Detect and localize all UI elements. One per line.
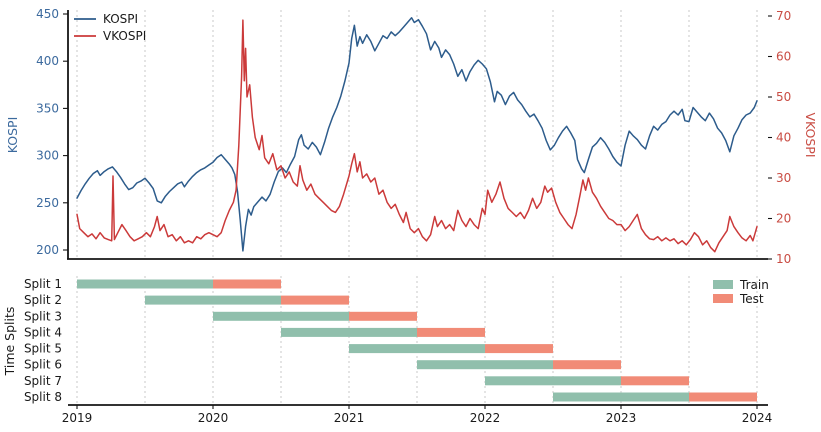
legend-vkospi-label: VKOSPI — [103, 29, 146, 43]
kospi-tick-label: 300 — [36, 149, 59, 163]
legend-train-label: Train — [739, 278, 769, 292]
bottom-chart-legend: Train Test — [713, 278, 769, 306]
legend-train-swatch — [713, 280, 733, 289]
test-bar-split-6 — [553, 360, 621, 370]
train-bar-split-6 — [417, 360, 553, 370]
train-bar-split-3 — [213, 311, 349, 321]
bottom-chart-axes — [68, 404, 768, 409]
vkospi-tick-label: 70 — [776, 9, 791, 23]
bottom-chart-gridlines — [76, 276, 758, 405]
train-bar-split-5 — [349, 344, 485, 354]
test-bar-split-4 — [417, 327, 485, 337]
kospi-tick-label: 250 — [36, 196, 59, 210]
train-bar-split-4 — [281, 327, 417, 337]
legend-kospi-label: KOSPI — [103, 12, 138, 26]
top-chart-legend: KOSPI VKOSPI — [74, 12, 146, 43]
vkospi-tick-label: 50 — [776, 90, 791, 104]
split-row-label: Split 1 — [24, 277, 62, 291]
top-chart-gridlines — [76, 10, 758, 259]
vkospi-y-axis-label: VKOSPI — [803, 112, 818, 157]
legend-test-label: Test — [739, 292, 764, 306]
legend-test-swatch — [713, 294, 733, 303]
time-split-bars — [77, 279, 757, 402]
train-bar-split-1 — [77, 279, 213, 289]
top-chart-axes — [63, 10, 772, 260]
kospi-tick-label: 200 — [36, 243, 59, 257]
year-tick-label: 2021 — [334, 411, 365, 425]
kospi-tick-label: 450 — [36, 7, 59, 21]
vkospi-tick-label: 30 — [776, 171, 791, 185]
vkospi-tick-label: 60 — [776, 50, 791, 64]
split-row-label: Split 3 — [24, 309, 62, 323]
year-tick-label: 2019 — [62, 411, 93, 425]
test-bar-split-3 — [349, 311, 417, 321]
top-chart-series — [76, 17, 758, 253]
train-bar-split-2 — [145, 295, 281, 305]
train-bar-split-8 — [553, 392, 689, 402]
split-row-label: Split 5 — [24, 342, 62, 356]
split-row-label: Split 2 — [24, 293, 62, 307]
split-row-label: Split 7 — [24, 374, 62, 388]
split-row-label: Split 6 — [24, 358, 62, 372]
test-bar-split-2 — [281, 295, 349, 305]
test-bar-split-5 — [485, 344, 553, 354]
year-tick-label: 2024 — [742, 411, 773, 425]
vkospi-tick-label: 20 — [776, 212, 791, 226]
split-row-label: Split 8 — [24, 390, 62, 404]
kospi-y-axis-label: KOSPI — [5, 117, 20, 154]
bottom-chart-tick-labels: Split 1 Split 2 Split 3 Split 4 Split 5 Split… — [24, 277, 772, 425]
year-tick-label: 2023 — [606, 411, 637, 425]
kospi-tick-label: 400 — [36, 54, 59, 68]
time-splits-y-axis-label: Time Splits — [2, 307, 17, 377]
vkospi-tick-label: 10 — [776, 252, 791, 266]
test-bar-split-1 — [213, 279, 281, 289]
test-bar-split-8 — [689, 392, 757, 402]
train-bar-split-7 — [485, 376, 621, 386]
vkospi-tick-label: 40 — [776, 131, 791, 145]
top-chart-tick-labels: 200 250 300 350 400 450 10 20 30 40 50 60 70 — [36, 7, 791, 266]
vkospi-line — [76, 19, 758, 253]
kospi-tick-label: 350 — [36, 101, 59, 115]
split-row-label: Split 4 — [24, 325, 62, 339]
kospi-line — [76, 17, 758, 252]
test-bar-split-7 — [621, 376, 689, 386]
year-tick-label: 2020 — [198, 411, 229, 425]
year-tick-label: 2022 — [470, 411, 501, 425]
